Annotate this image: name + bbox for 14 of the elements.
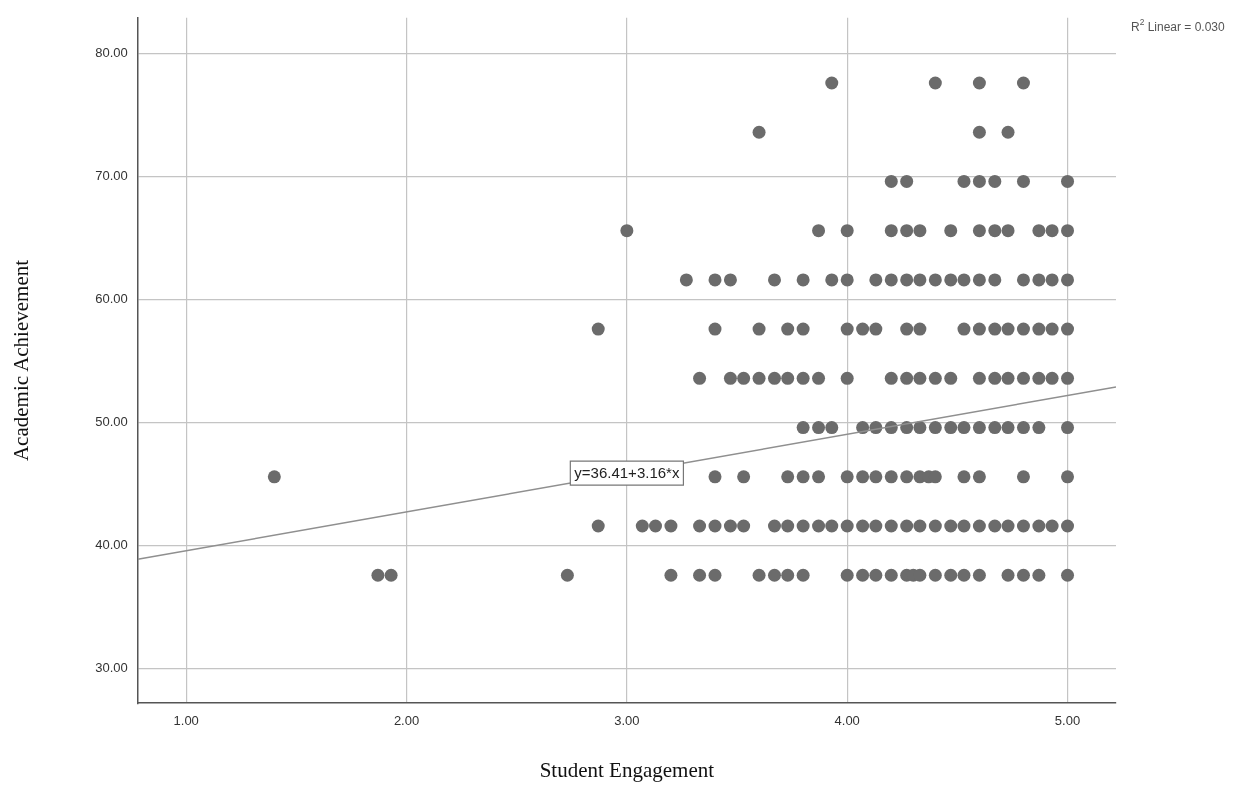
y-axis-title: Academic Achievement [9,259,34,462]
x-tick-label: 4.00 [834,712,860,728]
y-tick-label: 70.00 [95,168,128,184]
x-axis-title: Student Engagement [539,757,715,782]
x-tick-label: 5.00 [1054,712,1081,728]
annotation: y=36.41+3.16*x [574,464,680,482]
y-tick-label: 50.00 [95,414,128,430]
x-tick-label: 3.00 [614,712,640,728]
x-tick-label: 1.00 [173,712,199,728]
y-tick-label: 60.00 [95,291,128,307]
y-tick-label: 30.00 [95,660,128,676]
x-tick-label: 2.00 [393,712,420,728]
y-tick-label: 40.00 [95,537,128,553]
y-tick-label: 80.00 [95,45,128,61]
